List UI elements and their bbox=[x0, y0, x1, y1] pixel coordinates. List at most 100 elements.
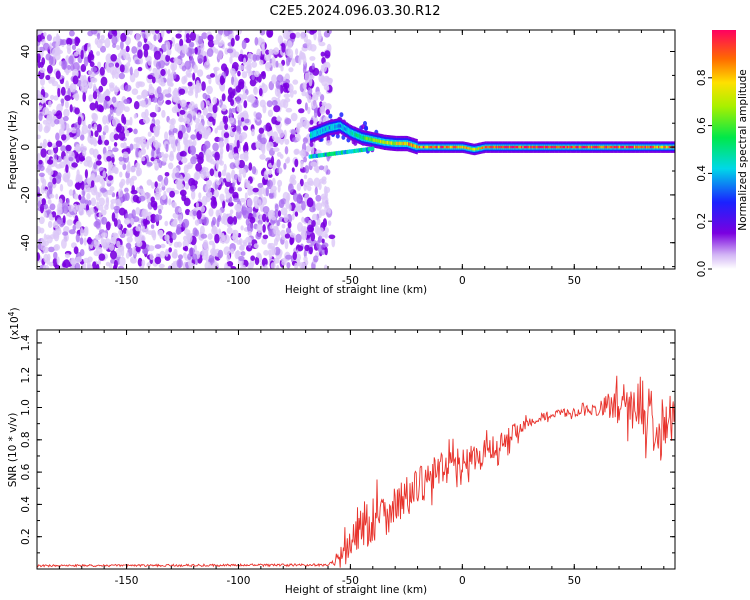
track-core-cell bbox=[328, 126, 331, 130]
noise-cell bbox=[171, 64, 175, 75]
noise-cell bbox=[164, 131, 169, 141]
noise-cell bbox=[219, 193, 225, 202]
noise-cell bbox=[278, 167, 283, 175]
noise-cell bbox=[78, 194, 82, 201]
noise-cell bbox=[89, 53, 95, 61]
noise-cell bbox=[235, 34, 240, 41]
noise-cell bbox=[146, 140, 150, 150]
noise-cell bbox=[295, 31, 301, 39]
noise-cell bbox=[160, 151, 165, 157]
noise-cell bbox=[296, 98, 302, 105]
noise-cell bbox=[154, 127, 160, 137]
noise-cell bbox=[82, 228, 89, 237]
noise-cell bbox=[55, 174, 62, 184]
noise-cell bbox=[202, 239, 209, 250]
noise-cell bbox=[108, 113, 112, 123]
noise-cell bbox=[314, 186, 318, 196]
noise-cell bbox=[289, 32, 296, 40]
y-tick-label: -20 bbox=[20, 186, 32, 203]
noise-cell bbox=[268, 253, 273, 260]
noise-cell bbox=[136, 167, 142, 177]
noise-cell bbox=[42, 264, 50, 269]
noise-cell bbox=[185, 208, 191, 216]
noise-cell bbox=[144, 30, 150, 35]
noise-cell bbox=[38, 216, 45, 225]
noise-cell bbox=[148, 86, 155, 96]
noise-cell bbox=[302, 137, 308, 144]
noise-cell bbox=[178, 117, 185, 123]
noise-cell bbox=[42, 107, 50, 116]
noise-cell bbox=[174, 172, 182, 179]
noise-cell bbox=[194, 219, 200, 226]
noise-cell bbox=[118, 229, 123, 236]
noise-cell bbox=[245, 236, 252, 243]
track-core-cell bbox=[389, 141, 391, 145]
noise-cell bbox=[67, 64, 71, 70]
track-core-cell bbox=[496, 145, 499, 149]
track-core-cell bbox=[562, 145, 565, 149]
track-core-cell bbox=[437, 145, 440, 149]
track-core-cell bbox=[530, 145, 532, 149]
noise-cell bbox=[221, 169, 227, 177]
track-core-cell bbox=[385, 140, 387, 145]
noise-cell bbox=[256, 252, 261, 258]
noise-cell bbox=[282, 30, 290, 40]
noise-cell bbox=[129, 166, 136, 173]
noise-cell bbox=[129, 143, 134, 151]
noise-cell bbox=[142, 248, 149, 255]
noise-cell bbox=[206, 191, 210, 199]
noise-cell bbox=[154, 142, 159, 150]
noise-cell bbox=[138, 150, 143, 159]
noise-cell bbox=[93, 239, 98, 248]
noise-cell bbox=[64, 253, 71, 258]
snr-y-axis-label: SNR (10 * v/v) bbox=[7, 413, 19, 488]
noise-cell bbox=[331, 237, 336, 248]
noise-cell bbox=[115, 107, 122, 117]
noise-cell bbox=[197, 69, 204, 77]
noise-cell bbox=[322, 62, 328, 72]
noise-cell bbox=[93, 83, 97, 91]
noise-cell bbox=[217, 49, 224, 60]
track-core-cell bbox=[388, 141, 390, 145]
noise-cell bbox=[100, 209, 107, 216]
track-core-cell bbox=[468, 147, 471, 150]
noise-cell bbox=[55, 140, 63, 147]
noise-cell bbox=[37, 134, 41, 140]
noise-cell bbox=[197, 112, 202, 118]
noise-cell bbox=[214, 48, 219, 54]
noise-cell bbox=[137, 49, 143, 59]
track-core-cell bbox=[619, 145, 621, 149]
noise-cell bbox=[200, 233, 208, 239]
track-core-cell bbox=[483, 146, 485, 149]
track-core-cell bbox=[457, 145, 460, 149]
noise-cell bbox=[142, 43, 150, 51]
noise-cell bbox=[74, 182, 81, 189]
noise-cell bbox=[165, 143, 169, 153]
track-core-cell bbox=[311, 132, 314, 137]
noise-cell bbox=[187, 253, 192, 260]
noise-cell bbox=[276, 159, 281, 168]
noise-cell bbox=[60, 86, 66, 96]
track-core-cell bbox=[574, 145, 577, 149]
noise-cell bbox=[147, 230, 154, 236]
noise-cell bbox=[89, 102, 97, 111]
track-core-cell bbox=[392, 141, 394, 145]
noise-cell bbox=[235, 95, 241, 105]
noise-cell bbox=[239, 245, 245, 251]
track-core-cell bbox=[478, 147, 480, 150]
track-core-cell bbox=[519, 145, 522, 149]
track-core-cell bbox=[331, 125, 334, 129]
noise-cell bbox=[194, 47, 198, 55]
noise-cell bbox=[125, 119, 131, 126]
noise-cell bbox=[318, 41, 326, 47]
noise-cell bbox=[179, 189, 187, 197]
noise-cell bbox=[113, 218, 118, 227]
noise-cell bbox=[274, 209, 279, 219]
noise-cell bbox=[320, 94, 325, 102]
noise-cell bbox=[306, 197, 314, 208]
track-core-cell bbox=[555, 145, 558, 149]
noise-cell bbox=[267, 141, 274, 149]
noise-cell bbox=[51, 80, 59, 87]
noise-cell bbox=[172, 128, 178, 133]
noise-cell bbox=[38, 112, 43, 122]
